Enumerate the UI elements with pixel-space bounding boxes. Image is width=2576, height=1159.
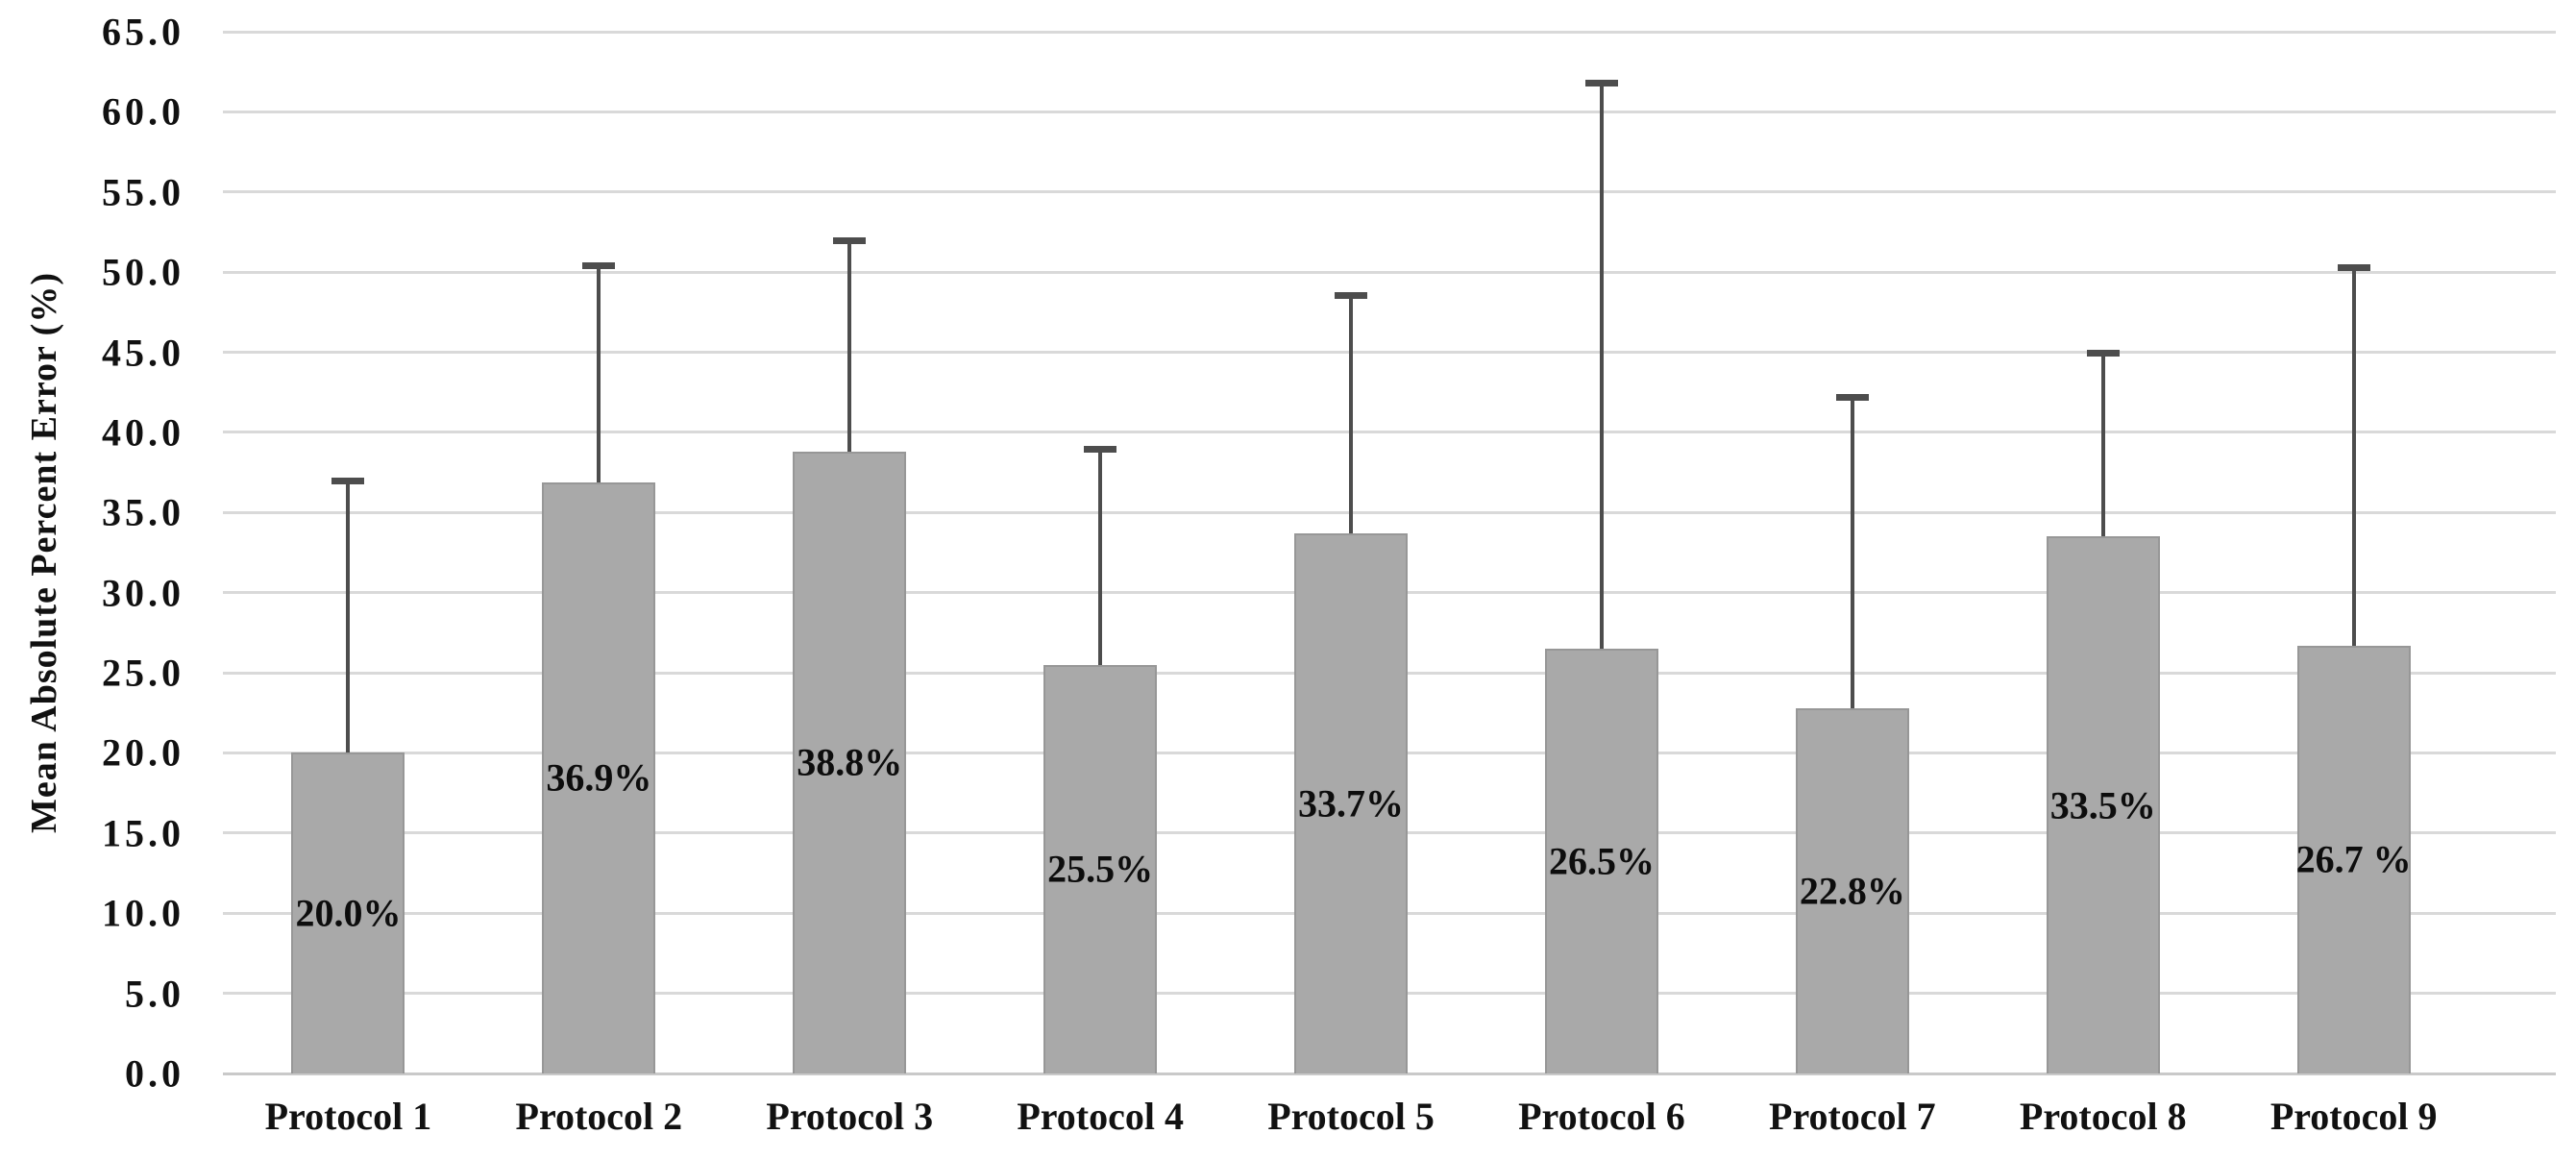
x-tick-label: Protocol 8	[2019, 1095, 2187, 1138]
y-tick-label: 15.0	[102, 811, 184, 855]
y-tick-label: 25.0	[102, 651, 184, 695]
error-bar-cap	[2086, 349, 2120, 357]
x-tick-label: Protocol 1	[264, 1095, 432, 1138]
y-tick-label: 60.0	[102, 89, 184, 134]
bar	[291, 752, 405, 1073]
y-tick-label: 45.0	[102, 331, 184, 375]
error-bar	[1599, 83, 1604, 650]
bar	[793, 451, 907, 1073]
error-bar	[2351, 267, 2356, 646]
bar-value-label: 26.5%	[1548, 839, 1655, 883]
x-tick-label: Protocol 5	[1267, 1095, 1435, 1138]
y-tick-label: 10.0	[102, 891, 184, 935]
gridline	[223, 270, 2556, 274]
bar-value-label: 33.5%	[2049, 783, 2156, 827]
x-tick-label: Protocol 7	[1769, 1095, 1936, 1138]
bar	[542, 481, 656, 1073]
bar-value-label: 33.7%	[1298, 781, 1405, 826]
bar-value-label: 38.8%	[797, 740, 903, 784]
error-bar-cap	[331, 477, 365, 484]
error-bar	[847, 239, 852, 452]
gridline	[223, 510, 2556, 514]
x-tick-label: Protocol 2	[515, 1095, 683, 1138]
gridline	[223, 1072, 2556, 1075]
error-bar	[1850, 397, 1854, 708]
bar	[1043, 664, 1158, 1073]
bar	[1544, 649, 1658, 1073]
gridline	[223, 30, 2556, 34]
error-bar	[2100, 352, 2105, 537]
y-tick-label: 40.0	[102, 410, 184, 455]
bar	[1795, 707, 1909, 1073]
gridline	[223, 431, 2556, 434]
error-bar	[597, 265, 601, 482]
x-tick-label: Protocol 3	[766, 1095, 934, 1138]
y-tick-label: 65.0	[102, 10, 184, 54]
bar-value-label: 20.0%	[295, 891, 402, 935]
x-axis-tick-labels: Protocol 1 Protocol 2 Protocol 3 Protocol 4…	[223, 1094, 2556, 1151]
y-tick-label: 50.0	[102, 250, 184, 294]
y-tick-label: 0.0	[125, 1051, 184, 1096]
x-tick-label: Protocol 6	[1518, 1095, 1685, 1138]
error-bar-cap	[1835, 394, 1869, 402]
bar-value-label: 36.9%	[546, 755, 652, 800]
bar	[2296, 645, 2411, 1073]
x-tick-label: Protocol 9	[2269, 1095, 2438, 1138]
bar-value-label: 25.5%	[1047, 847, 1154, 891]
y-tick-label: 5.0	[125, 972, 184, 1016]
error-bar-cap	[1084, 445, 1117, 453]
gridline	[223, 351, 2556, 355]
x-tick-label: Protocol 4	[1017, 1095, 1184, 1138]
error-bar	[1098, 448, 1103, 665]
error-bar	[346, 480, 351, 753]
error-bar-cap	[2337, 264, 2370, 272]
error-bar-cap	[1584, 80, 1618, 87]
error-bar-cap	[1335, 291, 1368, 299]
y-axis-tick-labels: 0.0 5.0 10.0 15.0 20.0 25.0 30.0 35.0 40.0 45.0 50…	[0, 11, 184, 1096]
y-tick-label: 55.0	[102, 170, 184, 214]
error-bar	[1349, 294, 1354, 533]
y-tick-label: 30.0	[102, 571, 184, 615]
bar-value-label: 26.7 %	[2295, 837, 2412, 881]
bar	[2046, 536, 2160, 1073]
y-tick-label: 35.0	[102, 490, 184, 534]
error-bar-cap	[582, 262, 616, 270]
gridline	[223, 110, 2556, 113]
bar	[1294, 532, 1409, 1073]
error-bar-cap	[833, 236, 867, 244]
gridline	[223, 190, 2556, 194]
plot-area: 20.0% 36.9% 38.8% 25.5% 33.7% 26.5% 22.8% 33.5%…	[223, 30, 2556, 1075]
y-tick-label: 20.0	[102, 730, 184, 775]
bar-value-label: 22.8%	[1799, 869, 1905, 913]
